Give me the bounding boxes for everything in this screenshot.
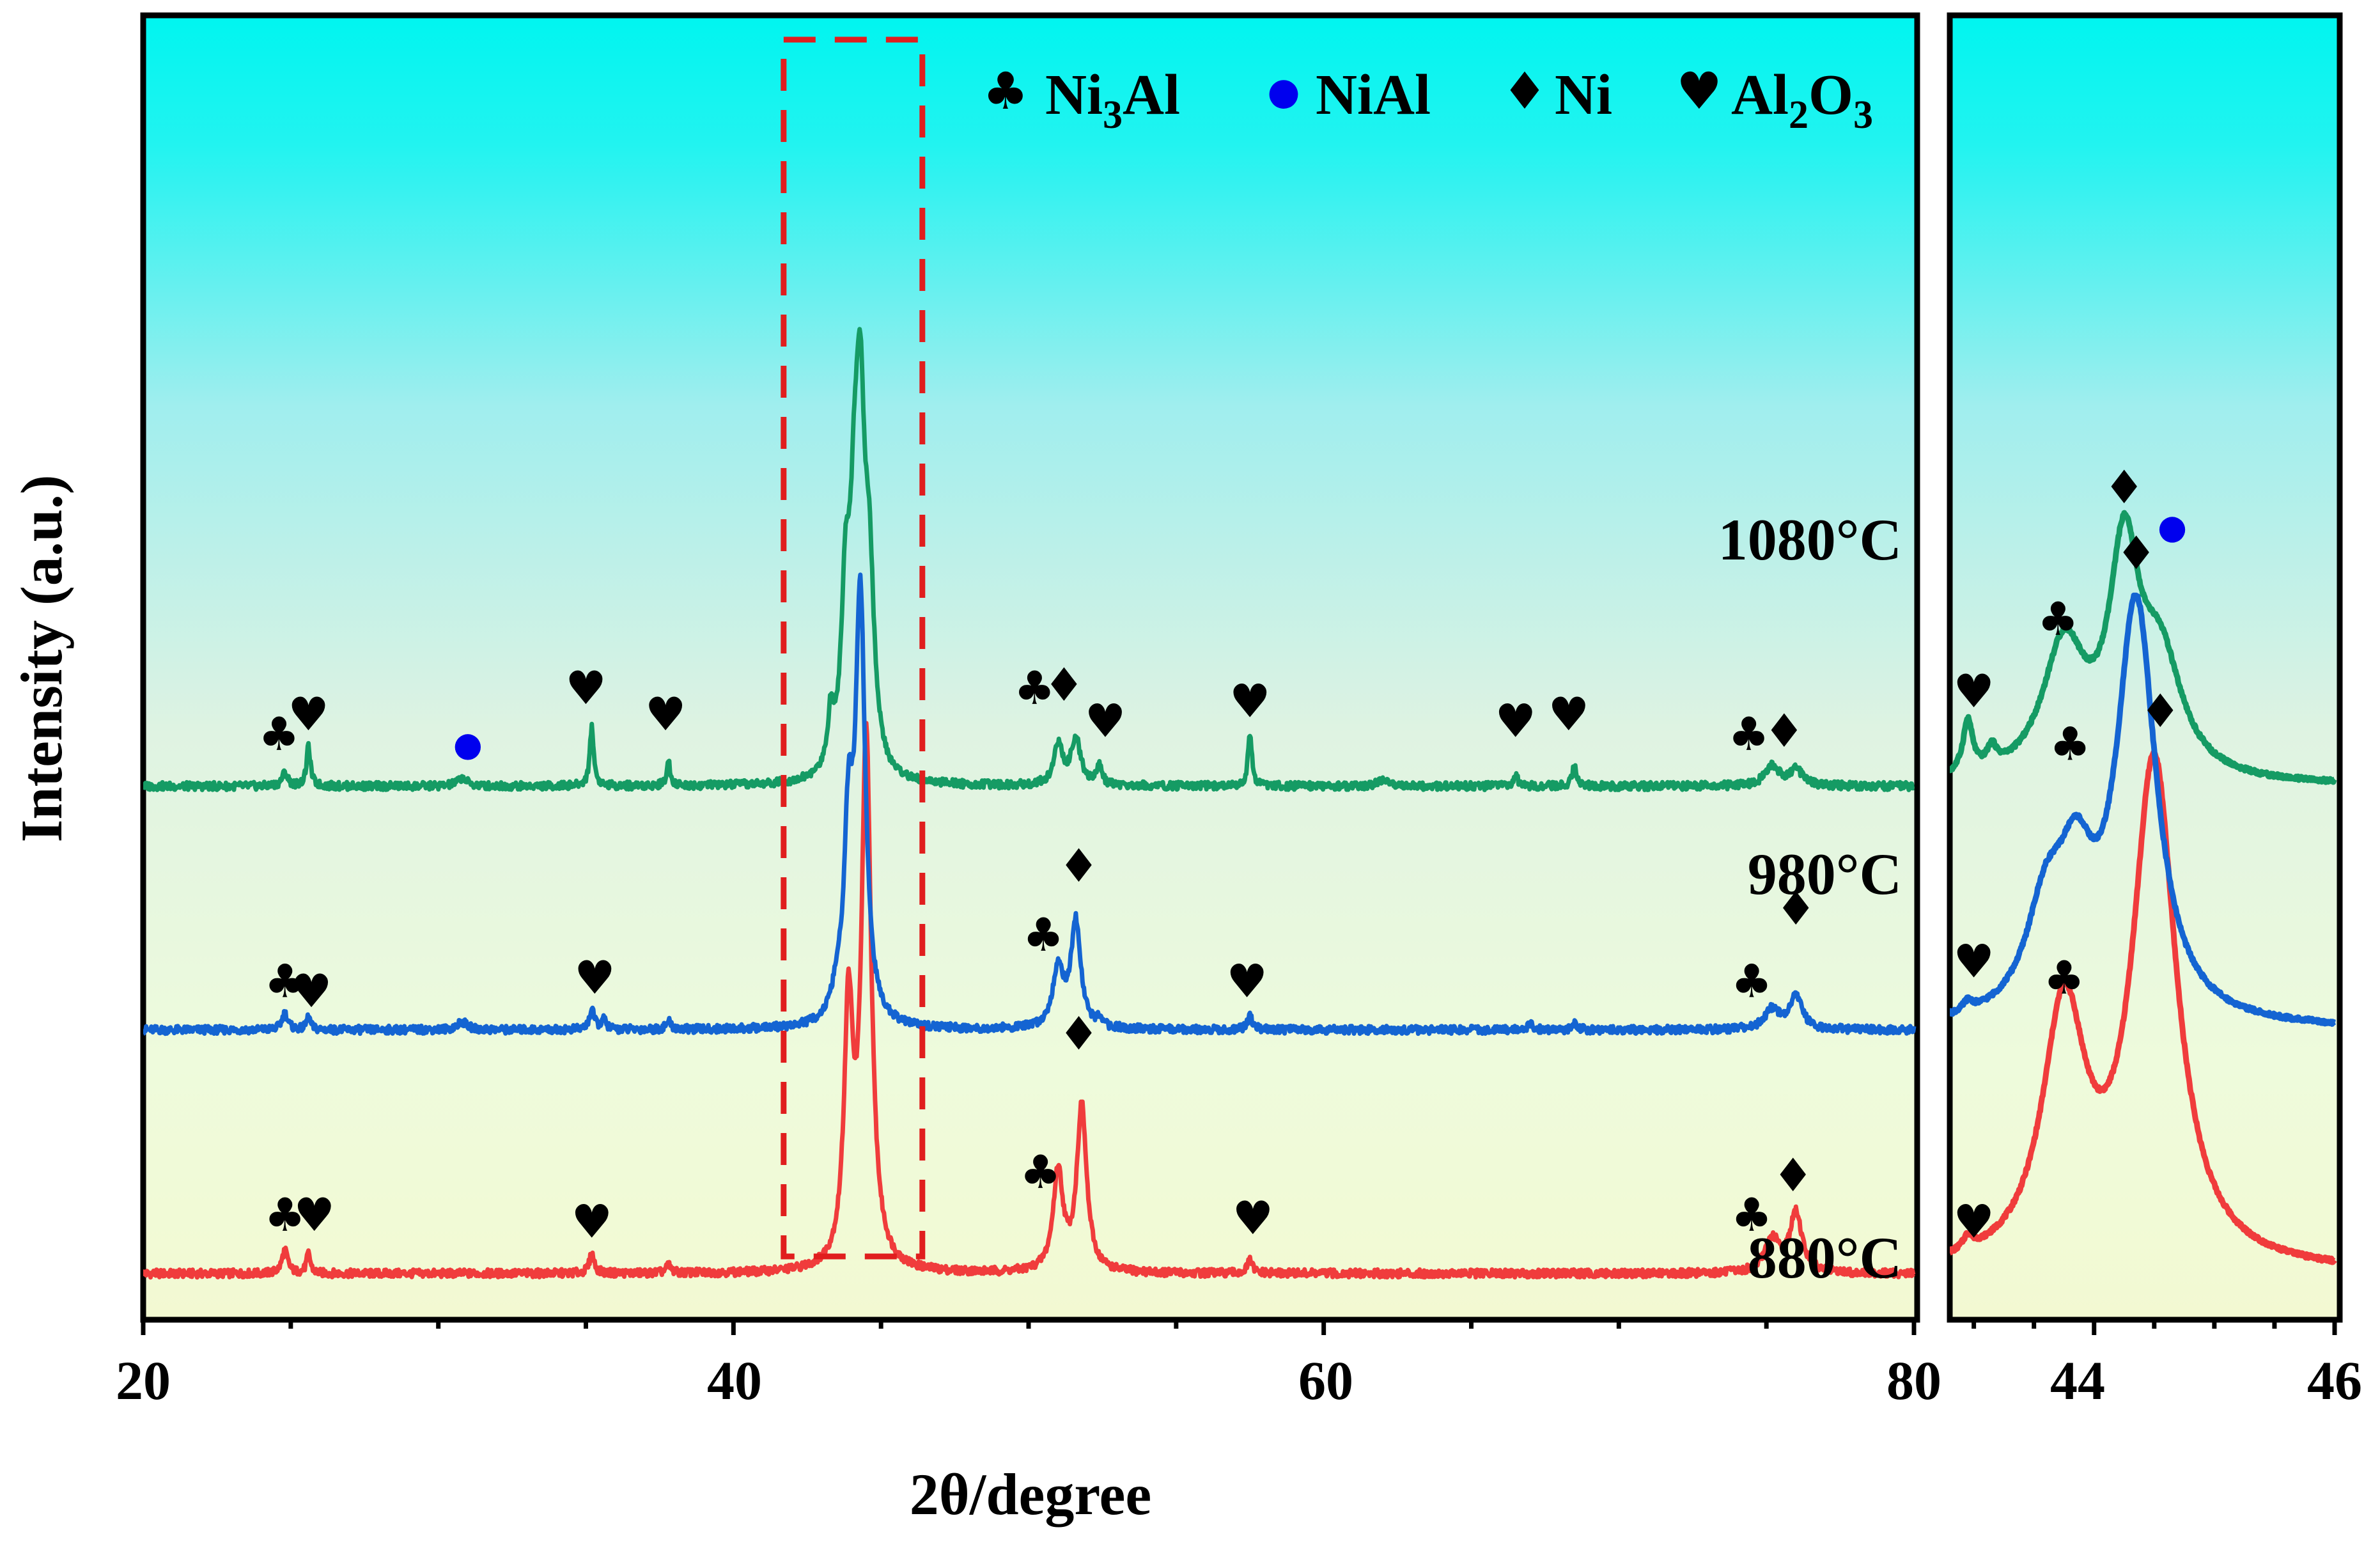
series-line-980°C: [143, 572, 1917, 1036]
inset-series-line-880°C: [1950, 749, 2337, 1265]
heart-marker-icon: ♥: [1548, 687, 1590, 741]
inset-x-tick-label: 46: [2307, 1350, 2362, 1411]
series-label-1080: 1080°C: [1718, 507, 1902, 572]
heart-marker-icon: ♥: [1495, 694, 1536, 747]
club-marker-icon: ♣: [1023, 908, 1064, 962]
club-marker-icon: ♣: [1731, 1188, 1773, 1242]
heart-marker-icon: ♥: [565, 661, 607, 715]
y-axis-label: Intensity (a.u.): [9, 474, 74, 842]
heart-marker-icon: ♥: [1953, 1194, 1995, 1248]
heart-marker-icon: ♥: [1226, 954, 1268, 1008]
diamond-marker-icon: ♦: [2104, 460, 2145, 514]
inset-x-tick-label: 44: [2050, 1350, 2105, 1411]
legend-circle-icon: [1269, 80, 1298, 109]
x-tick-label: 20: [116, 1350, 171, 1411]
x-tick-label: 60: [1298, 1350, 1353, 1411]
heart-marker-icon: ♥: [1953, 664, 1995, 718]
x-tick-label: 40: [707, 1350, 762, 1411]
legend-club-icon: ♣: [983, 61, 1029, 121]
club-marker-icon: ♣: [1014, 661, 1055, 715]
diamond-marker-icon: ♦: [1772, 1148, 1814, 1202]
legend-label-ni3al: Ni3Al: [1045, 63, 1180, 137]
heart-marker-icon: ♥: [574, 951, 616, 1005]
legend-circle-icon: [1269, 80, 1298, 109]
inset-series-line-1080°C: [1950, 510, 2337, 785]
diamond-marker-icon: ♦: [1775, 882, 1817, 935]
series-label-980: 980°C: [1748, 841, 1902, 907]
heart-marker-icon: ♥: [1233, 1191, 1274, 1245]
club-marker-icon: ♣: [264, 1188, 306, 1242]
legend: ♣ Ni3Al NiAl ♦ Ni ♥ Al2O3: [983, 61, 1873, 137]
legend-label-nial: NiAl: [1316, 63, 1431, 127]
circle-marker-icon: [455, 734, 481, 760]
legend-label-ni: Ni: [1555, 63, 1612, 127]
diamond-marker-icon: ♦: [1058, 839, 1100, 893]
diamond-marker-icon: ♦: [1764, 704, 1805, 758]
legend-diamond-icon: ♦: [1502, 61, 1548, 121]
legend-diamond-icon: ♦: [1502, 61, 1548, 121]
club-marker-icon: ♣: [2037, 592, 2079, 646]
club-marker-icon: ♣: [1728, 707, 1769, 761]
heart-marker-icon: ♥: [1953, 934, 1995, 988]
series-line-880°C: [143, 721, 1916, 1280]
club-marker-icon: ♣: [1731, 954, 1773, 1008]
legend-label-al2o3: Al2O3: [1731, 63, 1873, 137]
legend-heart-icon: ♥: [1676, 61, 1722, 121]
legend-heart-icon: ♥: [1676, 61, 1722, 121]
series-line-1080°C: [143, 327, 1916, 792]
diamond-marker-icon: ♦: [2140, 684, 2181, 738]
heart-marker-icon: ♥: [293, 1188, 335, 1242]
club-marker-icon: ♣: [2043, 951, 2085, 1005]
legend-club-icon: ♣: [983, 61, 1029, 121]
club-marker-icon: ♣: [264, 954, 306, 1008]
highlight-region-box: [781, 36, 926, 1260]
circle-marker-icon: [2159, 517, 2186, 543]
diamond-marker-icon: ♦: [1058, 1007, 1100, 1061]
x-tick-label: 80: [1886, 1350, 1941, 1411]
x-axis-label: 2θ/degree: [910, 1462, 1151, 1527]
heart-marker-icon: ♥: [291, 964, 332, 1018]
diamond-marker-icon: ♦: [2115, 526, 2157, 580]
heart-marker-icon: ♥: [1229, 675, 1271, 728]
diamond-marker-icon: ♦: [1043, 658, 1085, 712]
inset-series-line-980°C: [1950, 592, 2337, 1027]
series-label-880: 880°C: [1748, 1225, 1902, 1290]
heart-marker-icon: ♥: [645, 687, 687, 741]
club-marker-icon: ♣: [258, 707, 300, 761]
heart-marker-icon: ♥: [571, 1194, 612, 1248]
club-marker-icon: ♣: [2049, 717, 2091, 771]
club-marker-icon: ♣: [1020, 1145, 1061, 1199]
main-plot-area: [140, 12, 1920, 1323]
heart-marker-icon: ♥: [1085, 694, 1126, 747]
heart-marker-icon: ♥: [288, 687, 329, 741]
